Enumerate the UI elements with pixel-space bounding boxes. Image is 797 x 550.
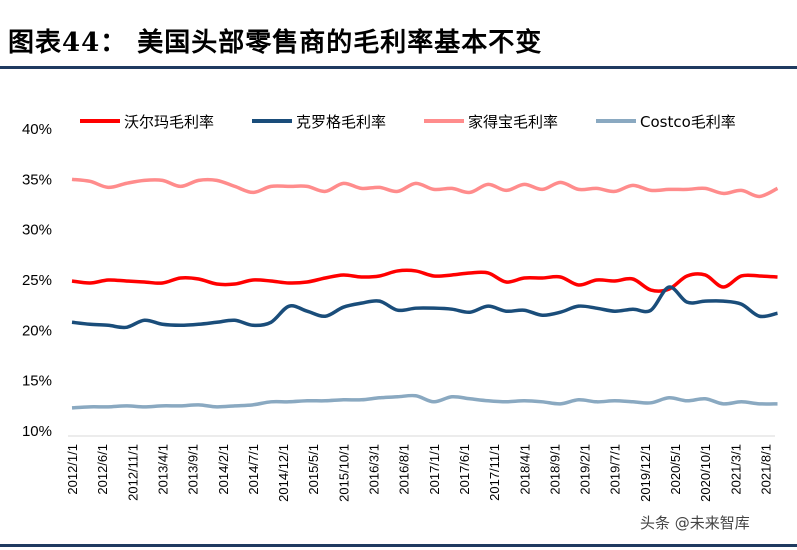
- y-tick-label: 40%: [22, 121, 52, 138]
- x-tick-label: 2018/4/1: [517, 444, 532, 495]
- x-tick-label: 2012/6/1: [95, 444, 110, 495]
- x-tick-label: 2018/9/1: [547, 444, 562, 495]
- x-tick-label: 2020/5/1: [668, 444, 683, 495]
- y-tick-label: 25%: [22, 272, 52, 289]
- x-tick-label: 2016/3/1: [367, 444, 382, 495]
- x-tick-label: 2021/8/1: [758, 444, 773, 495]
- x-tick-label: 2019/12/1: [638, 444, 653, 502]
- x-tick-label: 2012/1/1: [65, 444, 80, 495]
- x-tick-label: 2021/3/1: [728, 444, 743, 495]
- y-tick-label: 30%: [22, 222, 52, 239]
- x-tick-label: 2014/7/1: [246, 444, 261, 495]
- y-tick-label: 10%: [22, 423, 52, 440]
- x-tick-label: 2012/11/1: [125, 444, 140, 501]
- legend-label: 克罗格毛利率: [296, 113, 386, 131]
- x-tick-label: 2017/11/1: [487, 444, 502, 501]
- x-tick-label: 2019/7/1: [608, 444, 623, 495]
- x-tick-label: 2020/10/1: [698, 444, 713, 502]
- bottom-rule: [0, 544, 797, 547]
- x-tick-label: 2016/8/1: [397, 444, 412, 495]
- series-line-0: [71, 268, 778, 293]
- x-tick-label: 2019/2/1: [578, 444, 593, 495]
- x-tick-label: 2015/5/1: [306, 444, 321, 495]
- y-tick-label: 20%: [22, 322, 52, 339]
- legend-label: Costco毛利率: [640, 113, 736, 131]
- series-line-2: [71, 177, 779, 199]
- page-title: 图表44： 美国头部零售商的毛利率基本不变: [8, 28, 543, 58]
- x-tick-label: 2014/12/1: [276, 444, 291, 502]
- x-tick-label: 2017/1/1: [427, 444, 442, 495]
- y-tick-label: 15%: [22, 373, 52, 390]
- title-rule: [0, 66, 797, 69]
- legend-label: 家得宝毛利率: [468, 113, 558, 131]
- x-tick-label: 2017/6/1: [457, 444, 472, 495]
- y-tick-label: 35%: [22, 171, 52, 188]
- legend-label: 沃尔玛毛利率: [124, 113, 214, 131]
- x-tick-label: 2013/9/1: [186, 444, 201, 495]
- x-tick-label: 2015/10/1: [336, 444, 351, 502]
- series-line-1: [71, 285, 778, 330]
- series-line-3: [71, 393, 778, 410]
- watermark: 头条 @未来智库: [640, 514, 750, 532]
- x-tick-label: 2014/2/1: [216, 444, 231, 495]
- x-tick-label: 2013/4/1: [155, 444, 170, 495]
